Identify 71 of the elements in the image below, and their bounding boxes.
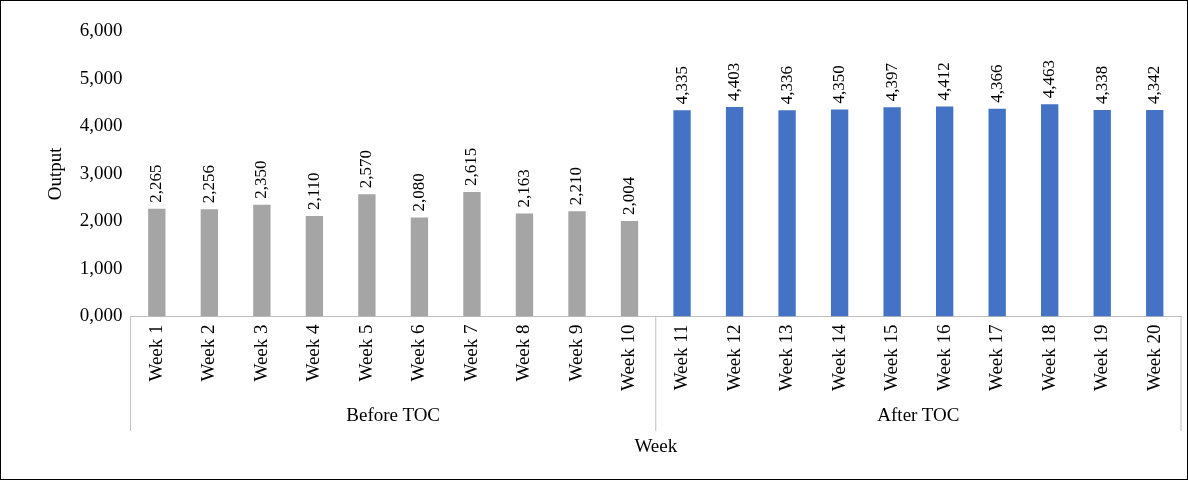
x-tick-label: Week 1: [144, 324, 166, 382]
bar: [935, 106, 954, 317]
x-tick-label: Week 3: [249, 324, 271, 382]
bar: [305, 216, 324, 317]
y-tick-label: 5,000: [79, 66, 123, 88]
bar: [1041, 104, 1059, 317]
bar: [515, 213, 534, 317]
bar: [883, 107, 901, 317]
bar: [1093, 110, 1111, 317]
data-label: 2,570: [356, 149, 376, 189]
bar: [410, 217, 429, 317]
y-tick-label: 4,000: [79, 114, 123, 136]
x-tick-label: Week 7: [459, 324, 481, 382]
x-tick-label: Week 4: [302, 323, 324, 382]
x-tick-label: Week 10: [617, 324, 639, 391]
data-label: 4,342: [1144, 65, 1164, 104]
data-label: 2,004: [618, 176, 638, 216]
x-tick-label: Week 13: [775, 324, 797, 391]
data-label: 2,265: [146, 164, 166, 203]
bar: [673, 110, 691, 317]
data-label: 2,080: [408, 173, 428, 212]
text: After TOC: [877, 403, 960, 425]
bar: [620, 221, 639, 317]
data-label: 4,366: [986, 64, 1006, 103]
data-label: 4,412: [934, 62, 954, 101]
x-tick-label: Week 5: [354, 324, 376, 382]
x-tick-label: Week 14: [827, 323, 849, 391]
x-tick-label: Week 15: [880, 324, 902, 391]
x-axis-title: Week: [634, 434, 678, 456]
bar: [988, 108, 1006, 317]
data-label: 2,350: [251, 160, 271, 199]
data-label: 4,397: [881, 62, 901, 102]
x-tick-label: Week 11: [670, 324, 692, 391]
bar: [358, 194, 376, 317]
data-label: 2,210: [566, 167, 586, 206]
bar: [568, 211, 586, 317]
data-label: 4,463: [1039, 59, 1059, 99]
data-label: 2,256: [198, 164, 218, 204]
y-tick-label: 3,000: [79, 161, 123, 183]
data-label: 4,336: [776, 65, 796, 105]
y-tick-label: 2,000: [79, 209, 123, 231]
x-tick-label: Week 12: [722, 324, 744, 391]
data-label: 4,350: [829, 65, 849, 104]
x-tick-label: Week 17: [985, 324, 1007, 391]
bar: [830, 109, 849, 317]
text: Before TOC: [346, 403, 441, 425]
x-tick-label: Week 20: [1142, 324, 1164, 391]
data-label: 2,163: [513, 169, 533, 208]
bar: [148, 208, 166, 317]
bar: [1146, 109, 1164, 317]
y-tick-label: 0,000: [79, 304, 123, 326]
x-tick-label: Week 6: [407, 324, 429, 382]
data-label: 4,403: [724, 62, 744, 101]
bar: [200, 209, 218, 317]
x-tick-label: Week 16: [932, 324, 954, 391]
x-tick-label: Week 18: [1037, 324, 1059, 391]
x-tick-label: Week 19: [1090, 324, 1112, 391]
data-label: 2,615: [461, 147, 481, 187]
y-axis-title: Output: [44, 146, 66, 201]
bar: [253, 204, 271, 317]
data-label: 4,335: [671, 65, 691, 105]
data-label: 2,110: [303, 172, 323, 211]
y-tick-label: 6,000: [79, 18, 123, 40]
bar: [725, 106, 744, 317]
x-tick-label: Week 9: [564, 324, 586, 382]
y-tick-label: 1,000: [79, 256, 123, 278]
x-tick-label: Week 8: [512, 324, 534, 382]
data-label: 4,338: [1091, 65, 1111, 105]
bar: [463, 192, 481, 317]
bar: [778, 110, 796, 317]
x-tick-label: Week 2: [197, 324, 219, 382]
